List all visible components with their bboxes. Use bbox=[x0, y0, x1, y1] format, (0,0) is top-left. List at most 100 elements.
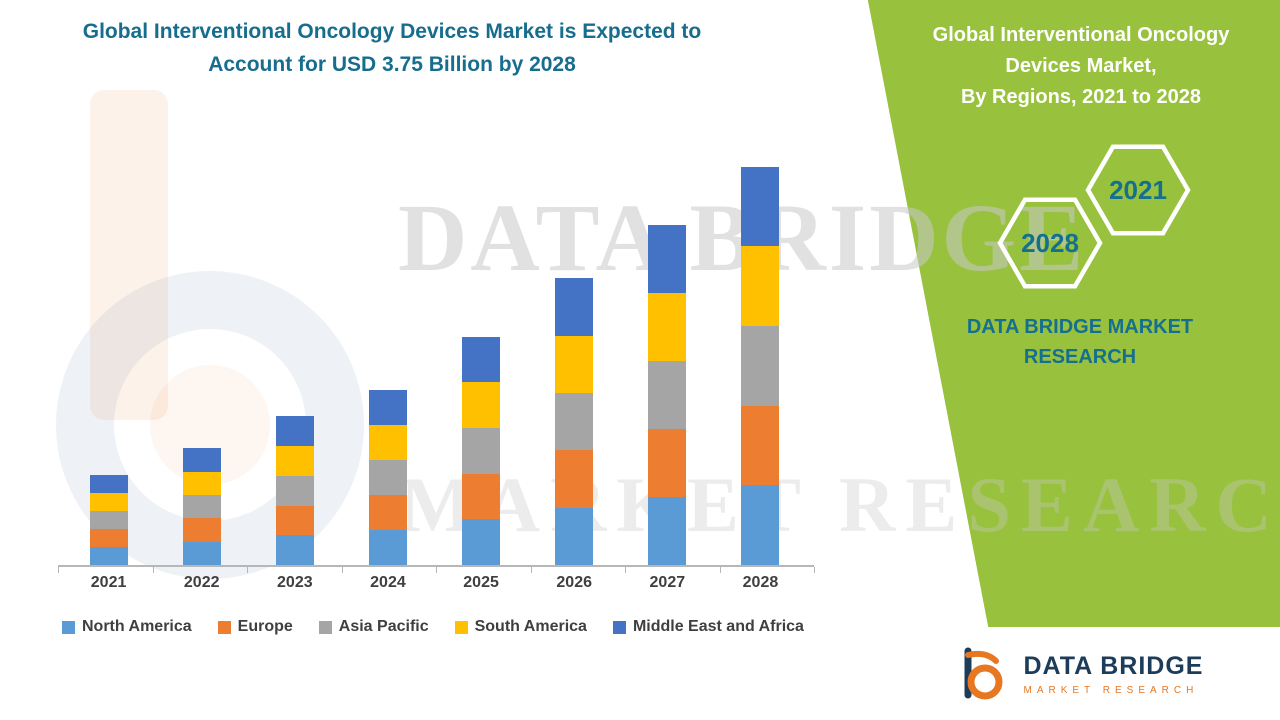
bar-segment-north-america bbox=[462, 519, 501, 565]
stacked-bar-2024 bbox=[368, 389, 407, 565]
bar-column-2025: 2025 bbox=[435, 140, 528, 591]
brand-text-line1: DATA BRIDGE MARKET bbox=[966, 316, 1194, 338]
legend-item-north-america: North America bbox=[62, 618, 192, 636]
brand-text-line2: RESEARCH bbox=[1023, 346, 1137, 368]
footer-logo-text: DATA BRIDGE MARKET RESEARCH bbox=[1024, 652, 1204, 696]
footer-logo: DATA BRIDGE MARKET RESEARCH bbox=[875, 627, 1280, 720]
axis-tick bbox=[530, 567, 532, 573]
bar-column-2024: 2024 bbox=[341, 140, 434, 591]
side-panel-title: Global Interventional Oncology Devices M… bbox=[905, 20, 1257, 113]
bar-segment-europe bbox=[648, 429, 687, 497]
legend-swatch-icon bbox=[217, 620, 231, 634]
bar-segment-europe bbox=[182, 518, 221, 542]
axis-tick bbox=[625, 567, 626, 573]
bar-segment-north-america bbox=[648, 497, 687, 565]
hexagon-year-bottom: 2028 bbox=[1021, 228, 1079, 258]
legend-swatch-icon bbox=[454, 620, 468, 634]
footer-logo-subtitle: MARKET RESEARCH bbox=[1023, 684, 1199, 696]
x-axis-label: 2022 bbox=[183, 574, 220, 591]
bar-segment-south-america bbox=[89, 492, 128, 511]
bar-column-2022: 2022 bbox=[155, 140, 248, 591]
legend-item-europe: Europe bbox=[217, 618, 293, 636]
legend-swatch-icon bbox=[318, 620, 332, 634]
stacked-bar-2027 bbox=[648, 225, 687, 565]
bar-column-2023: 2023 bbox=[248, 140, 341, 591]
legend-item-south-america: South America bbox=[454, 618, 587, 636]
x-axis-label: 2025 bbox=[463, 574, 499, 591]
hexagon-2028-icon bbox=[997, 197, 1103, 289]
bar-column-2026: 2026 bbox=[528, 140, 621, 591]
axis-tick bbox=[341, 567, 343, 573]
page-title: Global Interventional Oncology Devices M… bbox=[32, 16, 752, 81]
bar-segment-europe bbox=[275, 505, 314, 536]
bar-column-2027: 2027 bbox=[621, 140, 714, 591]
hexagon-year-badges: 2021 2028 bbox=[997, 144, 1191, 289]
bar-segment-north-america bbox=[555, 507, 594, 565]
axis-tick bbox=[436, 567, 437, 573]
bar-segment-europe bbox=[368, 494, 407, 530]
axis-tick bbox=[152, 567, 154, 573]
legend-swatch-icon bbox=[612, 620, 626, 634]
bar-segment-europe bbox=[555, 450, 594, 508]
bar-column-2021: 2021 bbox=[62, 140, 155, 591]
bar-segment-asia-pacific bbox=[275, 475, 314, 506]
bar-segment-south-america bbox=[368, 424, 407, 460]
bar-segment-north-america bbox=[275, 535, 314, 565]
stacked-bar-2022 bbox=[182, 448, 221, 565]
x-axis bbox=[58, 565, 815, 573]
bar-segment-north-america bbox=[741, 485, 780, 565]
side-panel-title-line2: Devices Market, bbox=[1005, 55, 1157, 77]
bar-segment-middle-east-and-africa bbox=[182, 448, 221, 472]
bar-segment-middle-east-and-africa bbox=[368, 389, 407, 425]
axis-tick bbox=[719, 567, 721, 573]
hexagon-2021-icon bbox=[1085, 144, 1191, 236]
bar-segment-middle-east-and-africa bbox=[741, 166, 780, 247]
bar-segment-asia-pacific bbox=[741, 325, 780, 406]
bar-segment-asia-pacific bbox=[555, 392, 594, 451]
bar-segment-asia-pacific bbox=[182, 494, 221, 519]
stacked-bar-2025 bbox=[462, 336, 501, 565]
brand-text: DATA BRIDGE MARKET RESEARCH bbox=[915, 312, 1245, 372]
bar-segment-europe bbox=[462, 473, 501, 520]
data-bridge-logo-icon bbox=[964, 647, 1002, 699]
stacked-bar-2026 bbox=[555, 278, 594, 565]
page-title-line1: Global Interventional Oncology Devices M… bbox=[82, 20, 702, 43]
bar-segment-south-america bbox=[741, 246, 780, 326]
stacked-bar-2023 bbox=[275, 416, 314, 565]
x-axis-label: 2023 bbox=[277, 574, 313, 591]
x-axis-label: 2027 bbox=[649, 574, 686, 591]
bar-segment-europe bbox=[89, 528, 128, 547]
page-title-line2: Account for USD 3.75 Billion by 2028 bbox=[208, 52, 576, 76]
side-panel-title-line1: Global Interventional Oncology bbox=[932, 24, 1230, 46]
bar-segment-south-america bbox=[555, 335, 594, 393]
bar-segment-europe bbox=[741, 405, 780, 486]
bar-segment-asia-pacific bbox=[462, 427, 501, 474]
bar-segment-middle-east-and-africa bbox=[555, 278, 594, 336]
legend-label: North America bbox=[82, 618, 192, 635]
bar-segment-south-america bbox=[182, 471, 221, 495]
bar-segment-south-america bbox=[648, 293, 687, 361]
axis-tick bbox=[58, 567, 59, 573]
x-axis-label: 2026 bbox=[556, 574, 592, 591]
legend-swatch-icon bbox=[62, 620, 75, 634]
bar-segment-middle-east-and-africa bbox=[462, 336, 501, 383]
legend-label: Middle East and Africa bbox=[632, 618, 804, 635]
stacked-bar-2028 bbox=[741, 166, 780, 565]
stacked-bar-2021 bbox=[89, 474, 128, 565]
bar-column-2028: 2028 bbox=[714, 140, 807, 591]
bar-segment-north-america bbox=[368, 529, 407, 565]
bar-segment-north-america bbox=[89, 546, 128, 565]
plot-area: 2021 2022 2023 2024 2025 2026 2027 2028 bbox=[62, 140, 807, 591]
footer-logo-title: DATA BRIDGE bbox=[1023, 651, 1204, 680]
axis-tick bbox=[247, 567, 248, 573]
bar-segment-south-america bbox=[275, 446, 314, 476]
legend-item-middle-east-and-africa: Middle East and Africa bbox=[612, 618, 804, 636]
bar-segment-north-america bbox=[182, 541, 221, 565]
x-axis-label: 2021 bbox=[90, 574, 127, 591]
bar-segment-asia-pacific bbox=[648, 361, 687, 429]
bar-segment-asia-pacific bbox=[89, 510, 128, 529]
legend-label: South America bbox=[474, 618, 587, 635]
bar-segment-middle-east-and-africa bbox=[275, 416, 314, 446]
bar-segment-asia-pacific bbox=[368, 459, 407, 495]
axis-tick bbox=[814, 567, 815, 573]
